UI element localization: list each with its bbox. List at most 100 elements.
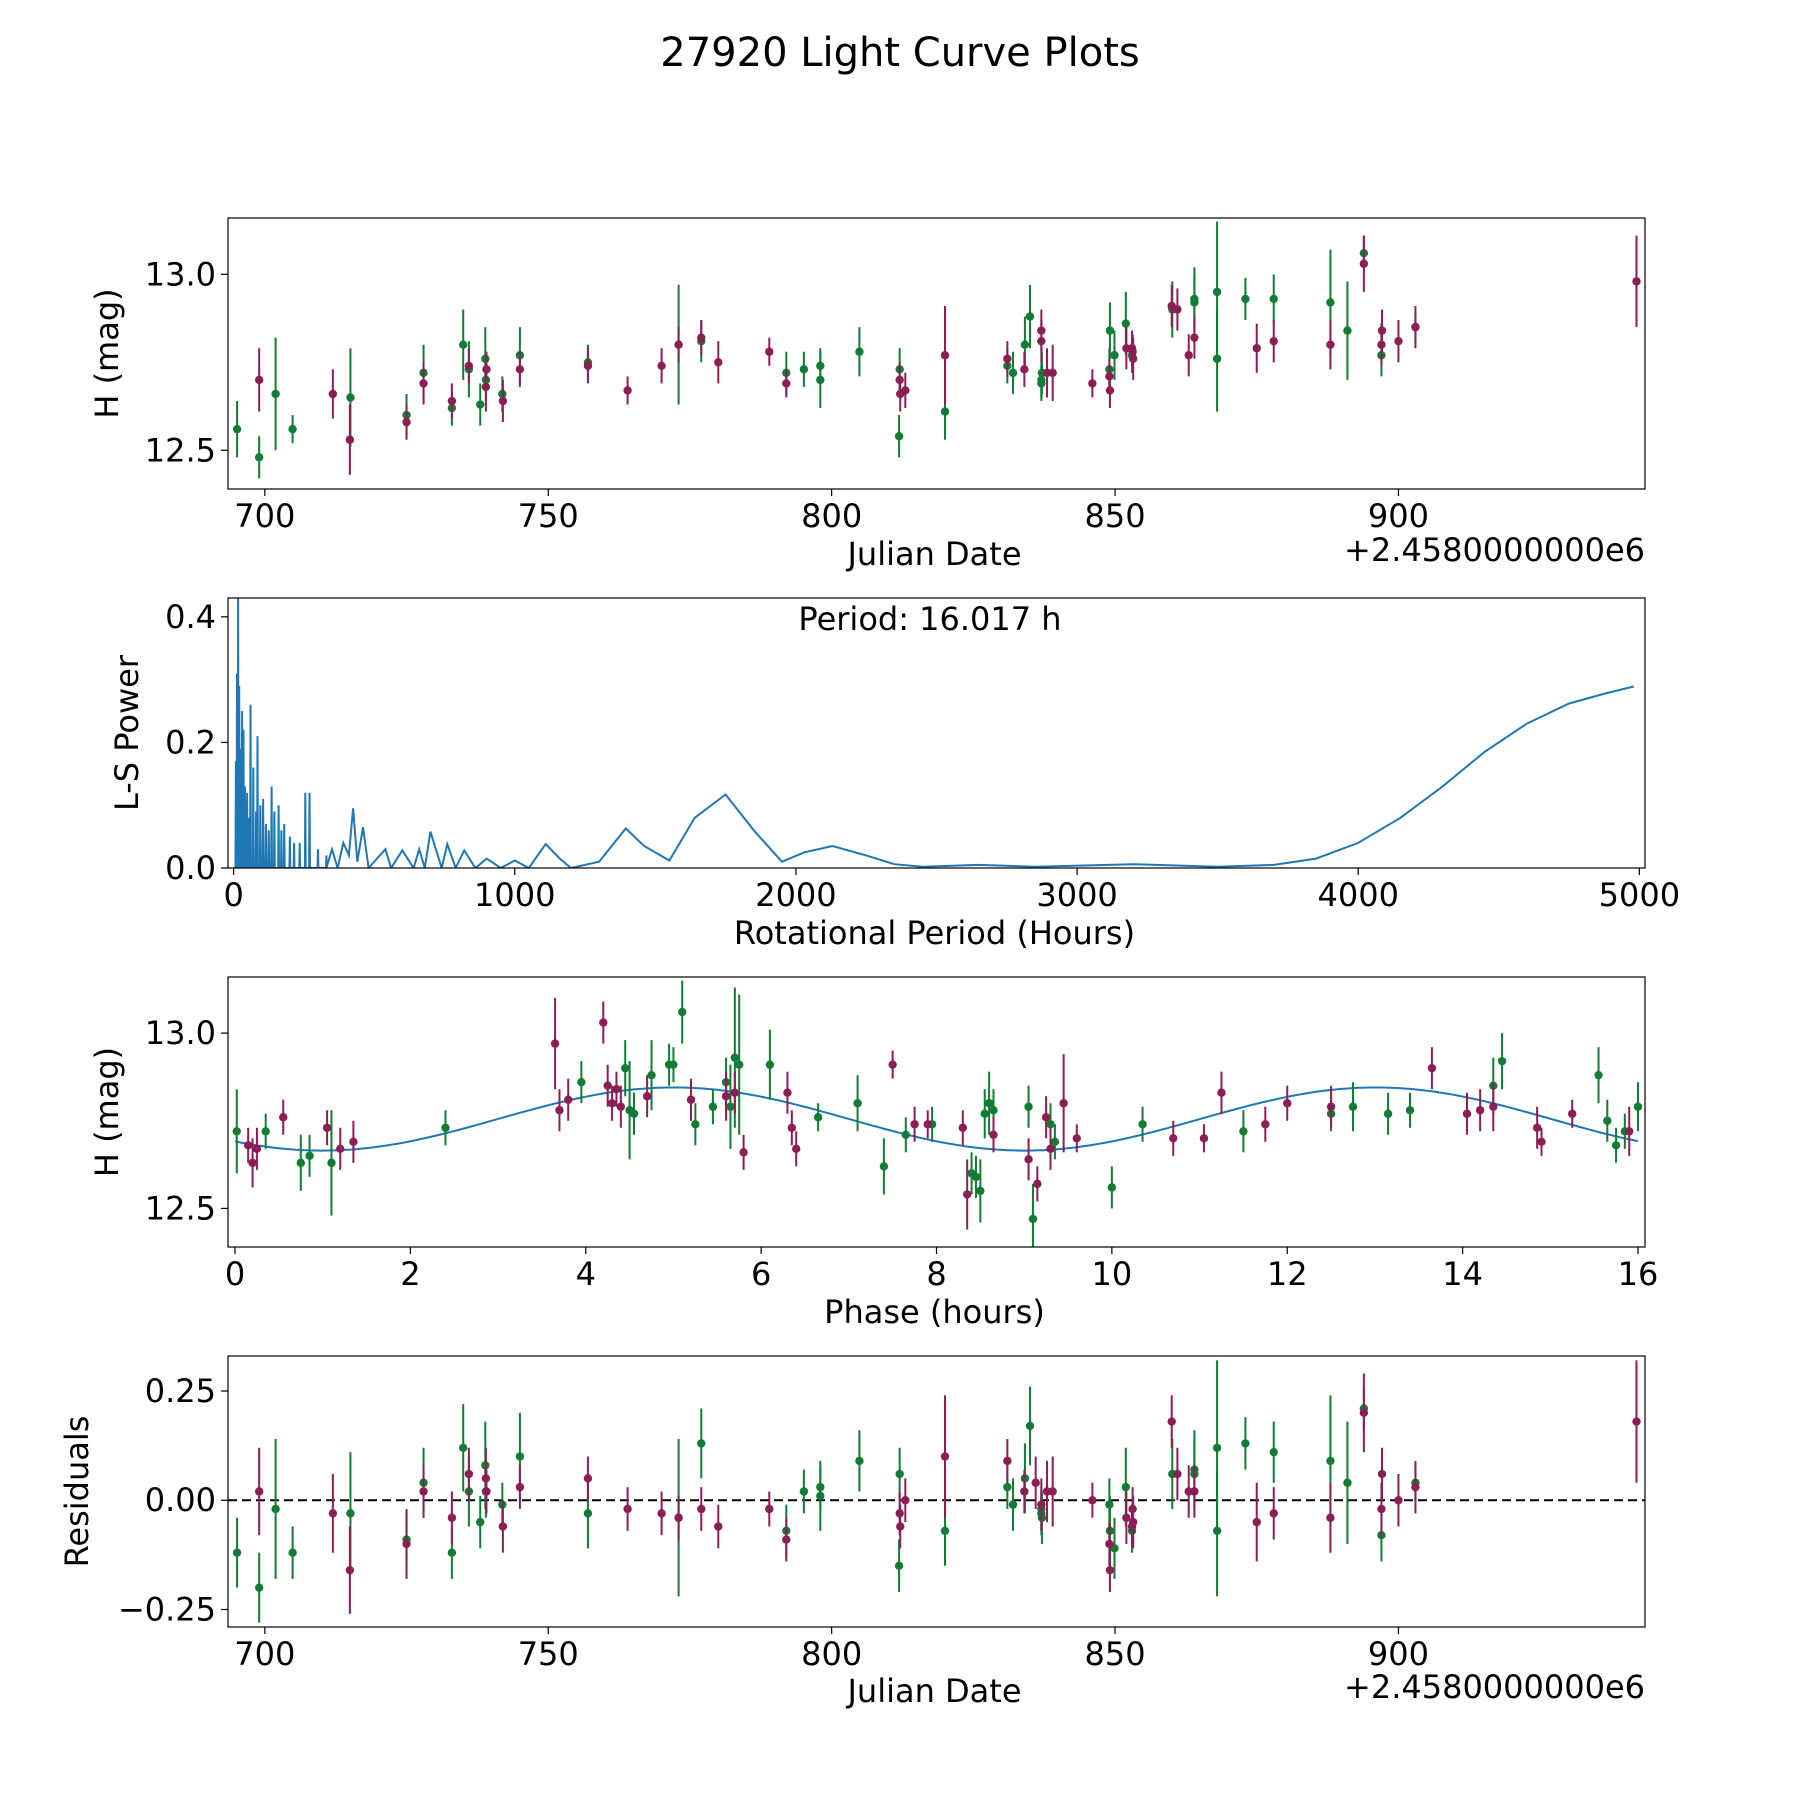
data-point <box>730 1088 740 1097</box>
data-point <box>686 1095 696 1104</box>
data-point <box>1048 1487 1057 1496</box>
data-point <box>583 361 593 371</box>
data-point <box>599 1018 608 1027</box>
data-point <box>669 1060 678 1069</box>
data-point <box>816 361 825 371</box>
data-point <box>1024 1102 1033 1111</box>
data-point <box>799 1487 809 1496</box>
data-point <box>1411 322 1420 332</box>
plot-area <box>232 221 1641 479</box>
data-point <box>984 1099 994 1108</box>
data-point <box>1020 365 1029 374</box>
data-point <box>305 1151 314 1161</box>
data-point <box>894 432 904 441</box>
data-point <box>1190 333 1199 342</box>
data-point <box>1269 294 1278 304</box>
data-point <box>792 1144 801 1154</box>
data-point <box>901 1496 910 1505</box>
data-point <box>336 1144 345 1154</box>
series-r <box>243 998 1634 1230</box>
x-tick-label: 5000 <box>1599 876 1680 914</box>
data-point <box>940 1526 950 1536</box>
data-point <box>1031 1478 1040 1487</box>
y-tick-label: 12.5 <box>145 431 216 469</box>
data-point <box>1269 1509 1278 1518</box>
data-point <box>1239 1127 1248 1136</box>
data-point <box>1568 1109 1577 1118</box>
x-tick-label: 850 <box>1085 497 1146 535</box>
panel-2: Period: 16.017 h 0 1000 2000 3000 4000 5000 0.0… <box>108 597 1680 952</box>
data-point <box>1041 1113 1051 1122</box>
data-point <box>691 1120 700 1129</box>
x-tick-label: 750 <box>518 1635 579 1673</box>
data-point <box>678 1007 687 1017</box>
data-point <box>813 1113 823 1122</box>
data-point <box>402 417 411 427</box>
data-point <box>940 1452 950 1461</box>
data-point <box>296 1158 305 1168</box>
data-point <box>577 1077 586 1087</box>
data-point <box>1173 305 1182 314</box>
data-point <box>783 1088 792 1097</box>
data-point <box>1105 1565 1115 1575</box>
data-point <box>322 1123 332 1132</box>
data-point <box>1394 336 1403 346</box>
y-tick-label: 0.2 <box>165 723 216 761</box>
data-point <box>1037 1500 1046 1509</box>
x-tick-label: 850 <box>1085 1635 1146 1673</box>
data-point <box>327 1158 336 1168</box>
data-point <box>1252 344 1261 353</box>
data-point <box>1427 1063 1437 1073</box>
x-tick-label: 2 <box>400 1255 420 1293</box>
series-r <box>254 235 1641 475</box>
data-point <box>1046 1120 1055 1129</box>
data-point <box>607 1099 617 1108</box>
data-point <box>441 1123 450 1132</box>
data-point <box>1122 1513 1131 1522</box>
data-point <box>1411 1482 1420 1492</box>
data-point <box>1088 379 1097 388</box>
y-tick-label: 0.4 <box>165 598 216 636</box>
panel-1: 700 750 800 850 900 12.5 13.0 Julian Date H (mag… <box>88 217 1646 573</box>
plot-area <box>233 598 1635 868</box>
x-tick-label: 1000 <box>474 876 555 914</box>
data-point <box>1110 351 1119 360</box>
data-point <box>1394 1496 1403 1505</box>
data-point <box>1633 1102 1643 1111</box>
data-point <box>261 1127 270 1136</box>
periodogram-line <box>233 598 1635 868</box>
data-point <box>1603 1116 1612 1125</box>
x-axis-label: Phase (hours) <box>824 1293 1045 1331</box>
x-tick-label: 900 <box>1368 1635 1429 1673</box>
data-point <box>447 1513 457 1522</box>
data-point <box>1003 1456 1012 1466</box>
data-point <box>765 1504 774 1514</box>
data-point <box>1138 1120 1147 1129</box>
x-tick-label: 800 <box>801 1635 862 1673</box>
data-point <box>971 1172 981 1182</box>
data-point <box>923 1120 932 1129</box>
data-point <box>1184 351 1193 360</box>
data-point <box>616 1102 626 1111</box>
x-tick-label: 0 <box>225 1255 245 1293</box>
data-point <box>782 379 791 388</box>
data-point <box>1377 326 1387 335</box>
data-point <box>647 1070 656 1080</box>
data-point <box>447 396 457 406</box>
data-point <box>1033 1179 1042 1189</box>
y-tick-label: 0.25 <box>145 1372 216 1410</box>
y-tick-label: −0.25 <box>118 1591 216 1629</box>
x-tick-label: 800 <box>801 497 862 535</box>
data-point <box>550 1039 560 1048</box>
data-point <box>459 340 468 349</box>
y-tick-label: 13.0 <box>145 1014 216 1052</box>
data-point <box>1128 354 1138 363</box>
x-tick-label: 700 <box>234 497 295 535</box>
data-point <box>1050 1137 1060 1147</box>
data-point <box>1190 294 1199 304</box>
data-point <box>940 351 950 360</box>
data-point <box>1128 1517 1138 1527</box>
data-point <box>349 1137 358 1147</box>
data-point <box>621 1063 630 1073</box>
